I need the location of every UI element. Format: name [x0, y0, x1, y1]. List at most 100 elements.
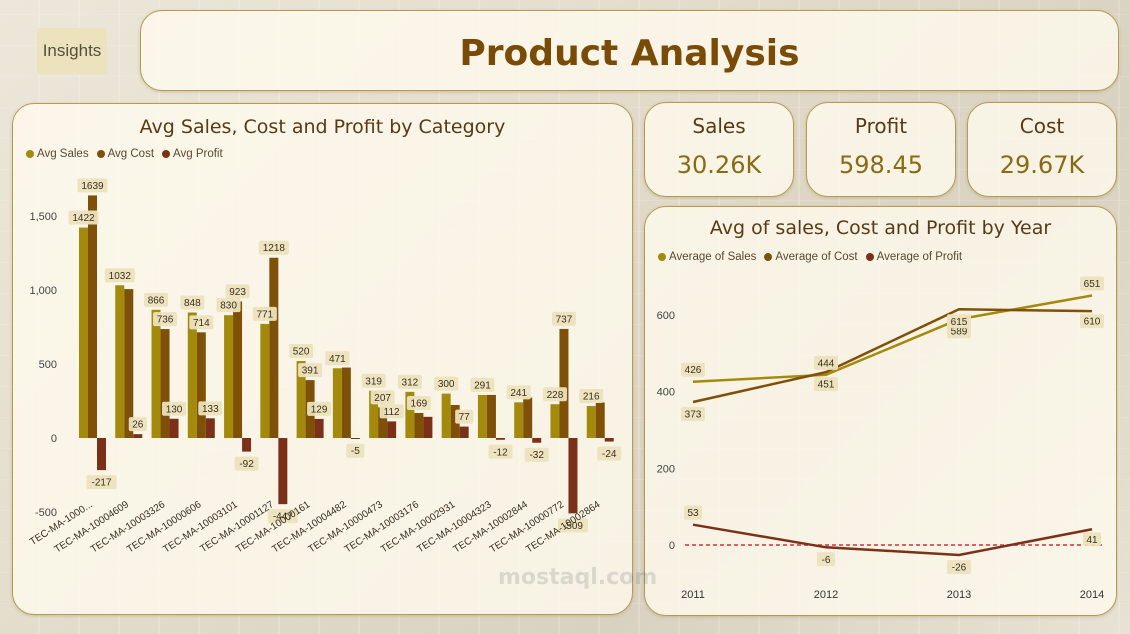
- y-tick-label: 200: [657, 463, 675, 475]
- bar-avg-profit: [604, 438, 614, 442]
- bar-avg-sales: [332, 368, 342, 438]
- bar-avg-sales: [187, 312, 197, 438]
- bar-avg-profit: [169, 418, 179, 438]
- data-label-bg: [216, 298, 241, 313]
- data-label-text: 520: [293, 347, 310, 358]
- data-label-bg: [198, 401, 223, 416]
- bar-data-label: -217: [86, 475, 117, 490]
- y-tick-label: 400: [657, 387, 675, 399]
- bar-data-label: 291: [470, 377, 495, 392]
- insights-button[interactable]: Insights: [37, 28, 107, 74]
- data-label-bg: [406, 395, 431, 410]
- legend-item-avg-cost[interactable]: Avg Cost: [96, 148, 154, 160]
- bar-data-label: -509: [557, 518, 588, 533]
- data-label-text: 228: [547, 390, 564, 401]
- data-label-bg: [162, 401, 187, 416]
- y-tick-label: 0: [669, 540, 675, 552]
- kpi-value-cost: 29.67K: [999, 151, 1085, 179]
- data-label-bg: [234, 456, 259, 471]
- data-label-text: -26: [952, 562, 967, 573]
- data-label-bg: [814, 377, 838, 392]
- data-label-text: 241: [510, 388, 527, 399]
- legend-marker-icon: [865, 253, 874, 261]
- data-label-text: 41: [1086, 535, 1098, 546]
- data-label-bg: [267, 509, 298, 524]
- data-label-bg: [579, 389, 604, 404]
- data-label-text: -32: [529, 450, 544, 461]
- data-label-text: 771: [256, 309, 273, 320]
- data-label-bg: [597, 446, 622, 461]
- line-data-label: 610: [1080, 314, 1104, 329]
- data-label-bg: [289, 344, 314, 359]
- kpi-card-cost: Cost 29.67K: [967, 102, 1117, 197]
- bar-avg-profit: [532, 438, 542, 443]
- bar-data-label: 471: [325, 351, 350, 366]
- legend-marker-icon: [162, 150, 171, 158]
- bar-avg-sales: [586, 406, 596, 438]
- title-card: Product Analysis: [140, 10, 1119, 91]
- line-average-of-sales: [692, 294, 1093, 383]
- x-tick-label: 2013: [947, 589, 971, 601]
- bar-avg-profit: [568, 438, 578, 514]
- line-average-of-profit: [692, 523, 1093, 557]
- legend-item-avg-sales[interactable]: Avg Sales: [26, 148, 89, 160]
- data-label-text: 129: [311, 404, 328, 415]
- data-label-bg: [370, 390, 395, 405]
- year-chart-card[interactable]: Avg of sales, Cost and Profit by Year Av…: [644, 206, 1117, 616]
- data-label-bg: [68, 210, 99, 225]
- data-label-bg: [681, 362, 705, 377]
- bar-avg-sales: [369, 390, 379, 438]
- bar-avg-profit: [314, 418, 324, 438]
- year-line-chart: 0 200 400 600 2011 2012 2013 2014 426 444 589 651 37…: [657, 276, 1105, 601]
- x-tick-label: 2012: [814, 589, 838, 601]
- category-chart-card[interactable]: Avg Sales, Cost and Profit by Category A…: [12, 103, 633, 615]
- data-label-text: 1422: [72, 213, 95, 224]
- bar-avg-profit: [133, 434, 143, 438]
- y-tick-label: 1,000: [29, 285, 57, 297]
- bar-avg-profit: [495, 438, 505, 440]
- data-label-text: 1218: [263, 243, 286, 254]
- legend-item-average-profit[interactable]: Average of Profit: [865, 251, 962, 263]
- bar-data-label: 520: [289, 344, 314, 359]
- bar-avg-sales: [260, 323, 270, 438]
- bar-avg-cost: [196, 332, 206, 438]
- data-label-text: -12: [493, 447, 508, 458]
- bar-data-label: 300: [434, 376, 459, 391]
- bar-data-label: 130: [162, 401, 187, 416]
- data-label-text: 615: [951, 317, 968, 328]
- data-label-bg: [379, 404, 404, 419]
- data-label-text: 53: [687, 508, 699, 519]
- legend-item-average-cost[interactable]: Average of Cost: [764, 251, 858, 263]
- data-label-text: 319: [365, 376, 382, 387]
- data-label-text: 1639: [81, 181, 104, 192]
- bar-data-label: 923: [225, 284, 250, 299]
- bar-data-label: 1218: [258, 240, 289, 255]
- line-data-label: 53: [684, 505, 702, 520]
- bar-data-label: 736: [153, 312, 178, 327]
- bar-data-label: 848: [180, 295, 205, 310]
- bar-avg-profit: [350, 438, 360, 439]
- bar-avg-cost: [378, 407, 388, 438]
- bar-avg-sales: [115, 285, 125, 438]
- data-label-text: 848: [184, 298, 201, 309]
- bar-avg-sales: [151, 309, 161, 438]
- data-label-bg: [947, 314, 971, 329]
- line-data-label: 615: [947, 314, 971, 329]
- data-label-text: 312: [402, 377, 419, 388]
- legend-item-average-sales[interactable]: Average of Sales: [658, 251, 756, 263]
- y-tick-label: -500: [35, 507, 57, 519]
- data-label-bg: [506, 385, 531, 400]
- data-label-bg: [361, 373, 386, 388]
- bar-avg-sales: [477, 394, 487, 438]
- data-label-bg: [225, 284, 250, 299]
- data-label-text: 216: [583, 392, 600, 403]
- data-label-text: 207: [374, 393, 391, 404]
- bar-avg-sales: [514, 402, 524, 438]
- bar-data-label: 714: [189, 315, 214, 330]
- bar-data-label: 77: [455, 409, 474, 424]
- bar-avg-cost: [269, 257, 279, 438]
- legend-item-avg-profit[interactable]: Avg Profit: [162, 148, 223, 160]
- data-label-text: -6: [822, 555, 831, 566]
- data-label-bg: [1080, 314, 1104, 329]
- data-label-text: 610: [1084, 317, 1101, 328]
